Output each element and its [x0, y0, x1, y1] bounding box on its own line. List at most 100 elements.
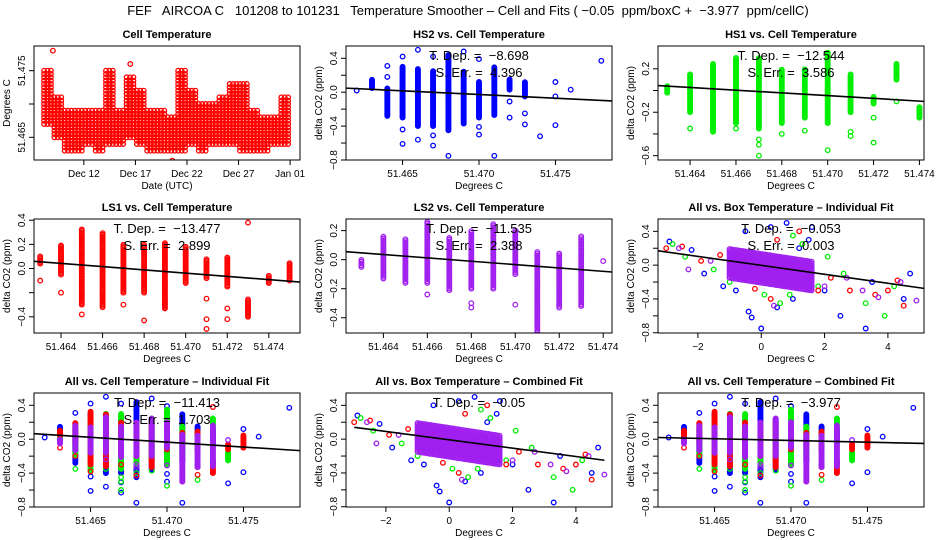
- data-point-HS2: [506, 76, 513, 83]
- data-point: [96, 107, 103, 114]
- data-point-LS2: [468, 228, 475, 235]
- data-point: [182, 121, 188, 127]
- data-point: [75, 137, 82, 144]
- data-point: [285, 131, 292, 137]
- data-point: [230, 104, 237, 111]
- x-tick-label: −2: [692, 342, 704, 353]
- data-point: [44, 71, 51, 77]
- data-point-HS1: [847, 71, 854, 78]
- data-point: [103, 104, 109, 111]
- data-point-HS2: [102, 393, 109, 400]
- data-point: [54, 97, 61, 104]
- data-point: [41, 84, 48, 91]
- data-point-HS1: [164, 406, 170, 413]
- data-point: [78, 124, 85, 131]
- x-axis-label: Degrees C: [143, 354, 191, 365]
- data-point: [89, 111, 96, 117]
- x-tick-label: 51.470: [464, 169, 495, 180]
- data-point: [72, 137, 78, 144]
- data-point: [182, 91, 188, 97]
- data-point: [175, 104, 182, 111]
- y-tick-label: −0.8: [641, 322, 652, 342]
- x-tick-label: 51.466: [412, 342, 443, 353]
- data-point: [178, 124, 185, 131]
- data-point: [216, 107, 223, 114]
- data-point: [168, 117, 175, 124]
- data-point-LS2: [675, 245, 682, 252]
- data-point: [41, 91, 48, 97]
- data-point-LS2: [102, 456, 109, 463]
- data-point-HS2: [164, 470, 170, 477]
- data-point: [254, 147, 261, 154]
- data-point: [99, 137, 106, 144]
- data-point: [51, 111, 58, 117]
- data-point-LS2: [821, 283, 828, 290]
- data-point-HS2: [148, 395, 155, 402]
- data-point: [178, 147, 185, 154]
- data-point: [116, 131, 123, 137]
- data-point-HS2: [72, 409, 79, 416]
- y-axis-label: delta CO2 (ppm): [2, 239, 13, 313]
- data-point: [175, 144, 182, 151]
- data-point: [75, 121, 82, 127]
- data-point: [92, 124, 99, 131]
- data-point: [178, 71, 185, 77]
- data-point: [44, 84, 51, 91]
- data-point: [175, 101, 182, 107]
- data-point: [175, 111, 182, 117]
- data-point: [140, 104, 147, 111]
- data-point: [89, 127, 96, 134]
- data-point: [54, 101, 61, 107]
- data-point: [182, 114, 188, 121]
- data-point: [195, 107, 202, 114]
- data-point: [171, 141, 178, 147]
- data-point: [250, 111, 257, 117]
- data-point-HS2: [430, 142, 437, 149]
- data-point: [281, 117, 288, 124]
- data-point: [212, 137, 219, 144]
- data-point: [195, 137, 202, 144]
- data-point-HS2: [732, 287, 739, 294]
- data-point: [271, 131, 278, 137]
- data-point: [243, 147, 250, 154]
- data-point: [151, 134, 157, 141]
- data-point: [192, 114, 199, 121]
- y-tick-label: 51.475: [17, 55, 28, 86]
- data-point: [113, 111, 120, 117]
- data-point: [182, 97, 188, 104]
- data-point: [96, 131, 103, 137]
- data-point-LS1: [58, 289, 64, 296]
- data-point: [271, 124, 278, 131]
- data-point-LS1: [815, 287, 822, 294]
- data-point: [188, 127, 195, 134]
- data-point: [154, 147, 161, 154]
- data-point-LS2: [72, 422, 79, 429]
- data-point: [175, 124, 182, 131]
- data-point: [278, 124, 285, 131]
- data-point-HS2: [286, 404, 293, 411]
- fit-line: [346, 250, 612, 273]
- y-axis-label: delta CO2 (ppm): [314, 66, 325, 140]
- data-point: [116, 127, 123, 134]
- data-point-LS2: [534, 249, 541, 256]
- data-point: [199, 101, 206, 107]
- data-point-LS1: [87, 408, 94, 415]
- data-point: [212, 131, 219, 137]
- data-point: [116, 124, 123, 131]
- data-point: [103, 141, 109, 147]
- data-point: [206, 131, 213, 137]
- data-point: [61, 111, 68, 117]
- data-point-LS2: [707, 257, 714, 264]
- data-point: [195, 104, 202, 111]
- data-point: [68, 121, 75, 127]
- data-point-HS2: [789, 295, 796, 302]
- data-point: [268, 117, 274, 124]
- data-point: [113, 121, 120, 127]
- data-point: [168, 141, 175, 147]
- data-point: [61, 131, 68, 137]
- data-point: [182, 84, 188, 91]
- data-point: [164, 127, 171, 134]
- data-point: [120, 134, 127, 141]
- data-point: [78, 127, 85, 134]
- data-point: [157, 117, 164, 124]
